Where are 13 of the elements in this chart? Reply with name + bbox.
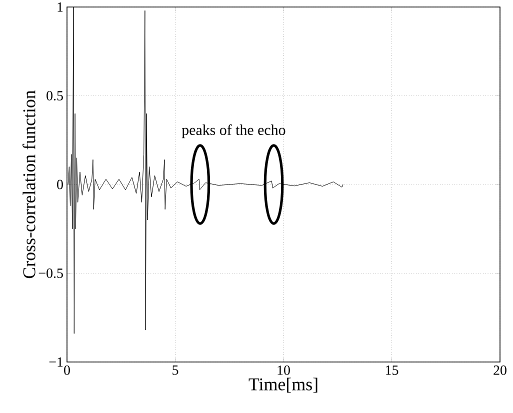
x-tick-label: 5 bbox=[172, 366, 178, 375]
x-tick-label: 15 bbox=[386, 366, 398, 375]
y-tick-label: −1 bbox=[49, 357, 63, 367]
y-tick-label: 0.5 bbox=[46, 91, 63, 100]
y-tick-label: −0.5 bbox=[38, 268, 63, 278]
annotation: peaks of the echo bbox=[182, 124, 286, 138]
y-axis-title: Cross-correlation function bbox=[22, 90, 36, 278]
y-tick-label: 0 bbox=[57, 180, 63, 190]
x-tick-label: 10 bbox=[278, 366, 290, 375]
x-tick-label: 0 bbox=[64, 366, 70, 375]
y-tick-label: 1 bbox=[58, 2, 63, 12]
x-axis-title: Time[ms] bbox=[248, 378, 318, 393]
x-tick-label: 20 bbox=[494, 366, 506, 375]
